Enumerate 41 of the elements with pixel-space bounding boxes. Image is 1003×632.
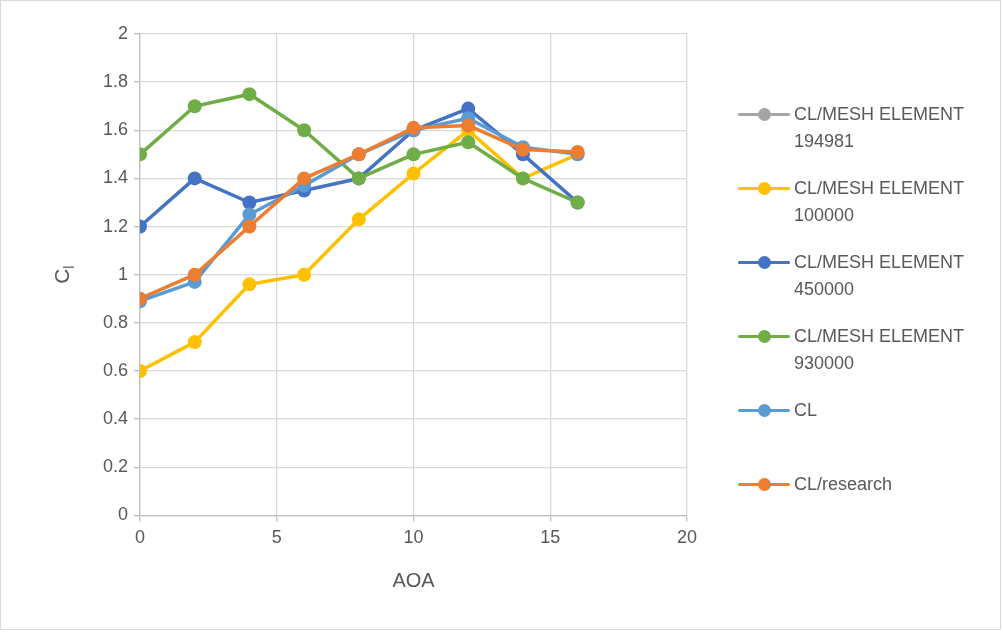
- x-tick-label: 10: [403, 527, 424, 548]
- point: [406, 147, 421, 162]
- point: [242, 195, 257, 210]
- legend-label: CL: [794, 399, 818, 422]
- y-tick-label: 0.4: [102, 408, 129, 429]
- x-axis-title: AOA: [392, 568, 436, 591]
- y-tick-label: 0.6: [102, 359, 129, 380]
- legend-label: CL/MESH ELEMENT 450000: [794, 251, 965, 301]
- point: [461, 135, 476, 150]
- point: [187, 335, 202, 350]
- legend-label: CL/research: [794, 473, 894, 496]
- point: [187, 171, 202, 186]
- y-tick-label: 0.2: [102, 456, 129, 477]
- point: [242, 219, 257, 234]
- legend-label: CL/MESH ELEMENT 194981: [794, 103, 965, 153]
- x-tick-label: 20: [676, 527, 698, 548]
- point: [242, 87, 257, 102]
- y-tick-label: 1.2: [102, 215, 129, 236]
- point: [187, 267, 202, 282]
- x-tick-label: 15: [540, 527, 561, 548]
- point: [297, 123, 312, 138]
- y-tick-label: 1.8: [102, 71, 129, 92]
- x-tick-label: 5: [271, 527, 282, 548]
- y-tick-label: 0.8: [102, 311, 129, 332]
- y-tick-label: 1.6: [102, 119, 129, 140]
- point: [461, 118, 476, 133]
- point: [297, 171, 312, 186]
- y-tick-label: 2: [118, 22, 129, 43]
- y-tick-label: 1: [118, 263, 129, 284]
- point: [242, 207, 257, 222]
- y-tick-label: 1.4: [102, 167, 129, 188]
- legend-label: CL/MESH ELEMENT 100000: [794, 177, 965, 227]
- point: [406, 166, 421, 181]
- point: [351, 212, 366, 227]
- point: [187, 99, 202, 114]
- legend-label: CL/MESH ELEMENT 930000: [794, 325, 965, 375]
- x-tick-label: 0: [135, 527, 146, 548]
- point: [297, 267, 312, 282]
- y-tick-label: 0: [118, 504, 129, 525]
- y-axis-title: Cl: [49, 265, 77, 284]
- point: [242, 277, 257, 292]
